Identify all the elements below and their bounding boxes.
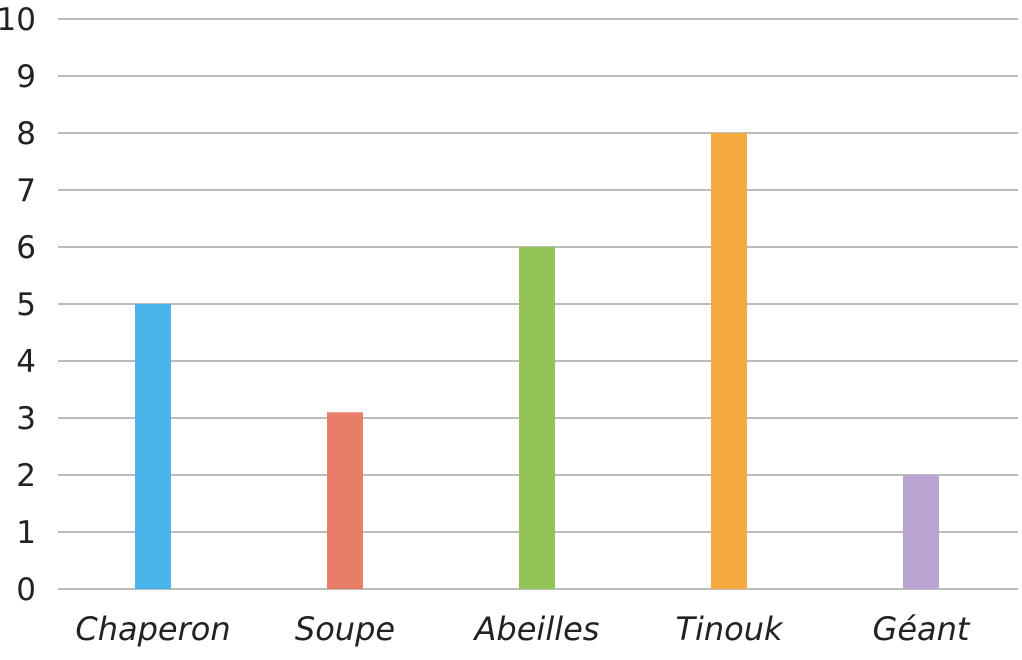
y-tick-label: 7 <box>16 173 36 209</box>
bar-abeilles <box>519 247 555 589</box>
y-axis-tick-labels: 0 1 2 3 4 5 6 7 8 9 10 <box>0 2 36 608</box>
x-category-label: Tinouk <box>675 610 784 648</box>
y-tick-label: 5 <box>16 287 36 323</box>
x-category-label: Abeilles <box>473 610 600 648</box>
y-tick-label: 10 <box>0 2 36 38</box>
y-tick-label: 0 <box>16 572 36 608</box>
x-axis-category-labels: Chaperon Soupe Abeilles Tinouk Géant <box>75 610 971 648</box>
y-tick-label: 9 <box>16 59 36 95</box>
bars <box>135 133 939 589</box>
x-category-label: Soupe <box>295 610 395 648</box>
x-category-label: Géant <box>873 610 971 648</box>
bar-soupe <box>327 412 363 589</box>
bar-tinouk <box>711 133 747 589</box>
y-tick-label: 6 <box>16 230 36 266</box>
y-tick-label: 2 <box>16 458 36 494</box>
y-tick-label: 8 <box>16 116 36 152</box>
bar-géant <box>903 475 939 589</box>
y-tick-label: 4 <box>16 344 36 380</box>
y-tick-label: 1 <box>16 515 36 551</box>
bar-chaperon <box>135 304 171 589</box>
y-tick-label: 3 <box>16 401 36 437</box>
x-category-label: Chaperon <box>75 610 230 648</box>
